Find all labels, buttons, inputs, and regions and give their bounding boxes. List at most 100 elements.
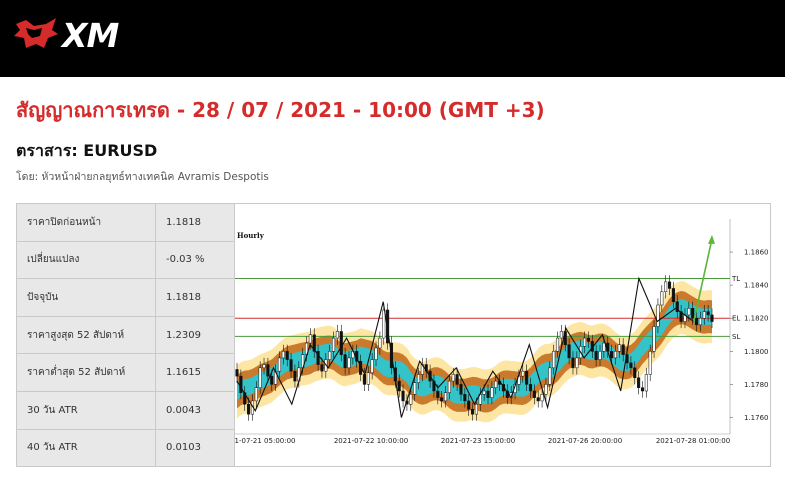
candle-body bbox=[239, 375, 243, 393]
candle-body bbox=[436, 390, 440, 398]
y-tick-label: 1.1780 bbox=[744, 381, 769, 389]
candle-body bbox=[451, 374, 455, 382]
candle-body bbox=[443, 392, 448, 402]
chart-timeframe-label: Hourly bbox=[237, 231, 265, 240]
candle-body bbox=[667, 281, 672, 289]
candle-body bbox=[331, 337, 336, 352]
projection-arrow-line bbox=[692, 238, 713, 322]
zigzag-path bbox=[236, 238, 713, 418]
candle-body bbox=[710, 314, 714, 322]
candle-body bbox=[660, 291, 664, 306]
candle-body bbox=[247, 403, 251, 415]
stat-value: 0.0103 bbox=[155, 428, 235, 468]
candle-body bbox=[374, 347, 378, 360]
candle-body bbox=[594, 351, 598, 360]
candle-body bbox=[397, 380, 401, 392]
zigzag-line bbox=[236, 234, 715, 418]
candle-body bbox=[637, 377, 641, 388]
candle-body bbox=[687, 308, 691, 316]
candle-body bbox=[289, 359, 293, 372]
candle-body bbox=[482, 390, 486, 395]
level-label-tl: TL bbox=[731, 275, 740, 283]
candle-body bbox=[575, 357, 579, 369]
candle-body bbox=[474, 403, 478, 415]
candle-body bbox=[629, 362, 633, 369]
candle-body bbox=[536, 397, 540, 402]
y-tick-label: 1.1820 bbox=[744, 315, 769, 323]
candle-body bbox=[633, 367, 637, 379]
candle-body bbox=[366, 372, 370, 385]
table-row: เปลี่ยนแปลง -0.03 % bbox=[16, 240, 235, 280]
candle-body bbox=[640, 387, 645, 392]
stat-value: -0.03 % bbox=[155, 240, 235, 280]
candle-body bbox=[463, 394, 467, 402]
projection-arrow-head bbox=[708, 234, 715, 244]
candle-body bbox=[362, 374, 366, 385]
candle-body bbox=[548, 367, 552, 385]
stat-label: ราคาปิดก่อนหน้า bbox=[16, 203, 156, 242]
candle-body bbox=[328, 351, 332, 360]
level-label-sl: SL bbox=[732, 333, 740, 341]
bull-icon bbox=[14, 18, 58, 48]
y-tick-label: 1.1860 bbox=[744, 249, 769, 257]
candle-body bbox=[571, 357, 575, 369]
table-row: 30 วัน ATR 0.0043 bbox=[16, 390, 235, 430]
candle-body bbox=[320, 364, 324, 372]
candle-body bbox=[266, 364, 270, 377]
candle-body bbox=[413, 382, 417, 395]
candle-body bbox=[671, 288, 675, 302]
candle-body bbox=[602, 342, 606, 352]
x-axis: 1-07-21 05:00:00 2021-07-22 10:00:00 2021-… bbox=[235, 433, 730, 445]
candle-body bbox=[447, 380, 451, 393]
candle-body bbox=[339, 331, 343, 355]
stat-value: 1.1818 bbox=[155, 278, 235, 317]
candle-body bbox=[540, 394, 544, 402]
candle-body bbox=[370, 359, 374, 374]
instrument-heading: ตราสาร: EURUSD bbox=[16, 141, 158, 160]
stat-value: 1.1818 bbox=[155, 203, 235, 242]
candle-body bbox=[691, 308, 695, 319]
y-tick-label: 1.1840 bbox=[744, 282, 769, 290]
stat-value: 0.0043 bbox=[155, 390, 235, 430]
candle-body bbox=[258, 367, 262, 388]
candle-body bbox=[343, 354, 347, 369]
candle-body bbox=[544, 384, 548, 395]
signal-levels: TL EL SL bbox=[235, 275, 740, 341]
candle-body bbox=[679, 311, 683, 322]
y-tick-label: 1.1800 bbox=[744, 348, 769, 356]
candle-body bbox=[617, 344, 621, 352]
candle-body bbox=[378, 337, 382, 349]
candle-body bbox=[695, 317, 699, 326]
candle-body bbox=[610, 351, 614, 359]
candle-body bbox=[494, 380, 498, 388]
candle-body bbox=[308, 334, 312, 344]
x-tick-label: 2021-07-28 01:00:00 bbox=[656, 437, 730, 445]
candle-body bbox=[467, 400, 471, 410]
y-axis: 1.1860 1.1840 1.1820 1.1800 1.1780 1.1760 bbox=[729, 219, 769, 434]
xm-logo[interactable]: XM bbox=[12, 14, 132, 55]
candle-body bbox=[440, 397, 444, 402]
table-row: ปัจจุบัน 1.1818 bbox=[16, 278, 235, 317]
candle-body bbox=[583, 337, 587, 347]
table-row: 40 วัน ATR 0.0103 bbox=[16, 428, 235, 468]
candle-body bbox=[316, 351, 320, 365]
candle-body bbox=[552, 351, 556, 369]
candle-body bbox=[621, 344, 625, 355]
candle-body bbox=[262, 364, 266, 369]
x-tick-label: 2021-07-22 10:00:00 bbox=[334, 437, 408, 445]
table-row: ราคาปิดก่อนหน้า 1.1818 bbox=[16, 203, 235, 242]
logo-text: XM bbox=[62, 16, 119, 55]
stat-label: ปัจจุบัน bbox=[16, 278, 156, 317]
candle-body bbox=[285, 351, 289, 360]
stat-value: 1.2309 bbox=[155, 315, 235, 355]
candle-body bbox=[335, 331, 339, 339]
candle-body bbox=[416, 374, 421, 383]
candle-body bbox=[567, 344, 571, 359]
candle-body bbox=[347, 357, 351, 369]
x-tick-label: 1-07-21 05:00:00 bbox=[235, 437, 295, 445]
candle-body bbox=[455, 374, 459, 385]
page-title: สัญญาณการเทรด - 28 / 07 / 2021 - 10:00 (… bbox=[16, 98, 545, 122]
stats-table: ราคาปิดก่อนหน้า 1.1818 เปลี่ยนแปลง -0.03… bbox=[16, 203, 235, 468]
stat-label: เปลี่ยนแปลง bbox=[16, 240, 156, 280]
candle-body bbox=[486, 390, 490, 398]
